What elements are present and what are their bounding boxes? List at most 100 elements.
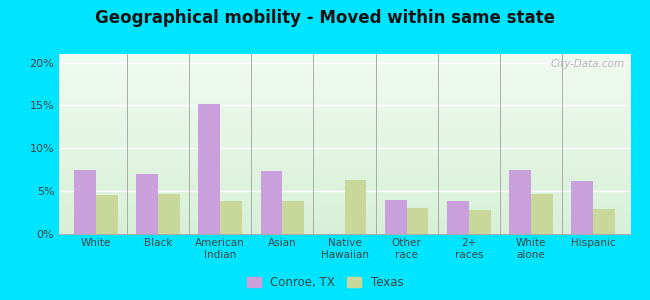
Bar	[593, 209, 615, 234]
Bar	[58, 160, 630, 162]
Bar	[58, 99, 630, 101]
Bar	[58, 218, 630, 220]
Bar	[58, 209, 630, 211]
Bar	[58, 130, 630, 131]
Bar	[509, 170, 531, 234]
Bar	[58, 151, 630, 153]
Bar	[58, 185, 630, 187]
Bar	[58, 148, 630, 149]
Legend: Conroe, TX, Texas: Conroe, TX, Texas	[242, 272, 408, 294]
Bar	[58, 230, 630, 232]
Bar	[58, 205, 630, 207]
Bar	[58, 162, 630, 164]
Bar	[58, 115, 630, 117]
Bar	[58, 214, 630, 216]
Bar	[58, 196, 630, 198]
Bar	[58, 56, 630, 58]
Bar	[282, 201, 304, 234]
Bar	[58, 142, 630, 144]
Bar	[96, 195, 118, 234]
Bar	[407, 208, 428, 234]
Bar	[58, 58, 630, 59]
Bar	[58, 200, 630, 202]
Bar	[58, 76, 630, 77]
Bar	[58, 86, 630, 88]
Bar	[58, 140, 630, 142]
Bar	[58, 59, 630, 61]
Bar	[58, 180, 630, 182]
Bar	[58, 194, 630, 196]
Bar	[58, 110, 630, 112]
Bar	[58, 166, 630, 167]
Bar	[58, 227, 630, 229]
Bar	[58, 158, 630, 160]
Bar	[58, 212, 630, 214]
Bar	[58, 135, 630, 137]
Bar	[58, 175, 630, 176]
Bar	[58, 103, 630, 104]
Bar	[58, 74, 630, 76]
Bar	[58, 202, 630, 203]
Bar	[58, 146, 630, 148]
Bar	[58, 101, 630, 103]
Bar	[261, 171, 282, 234]
Bar	[198, 104, 220, 234]
Bar	[58, 77, 630, 79]
Bar	[58, 70, 630, 72]
Bar	[74, 170, 96, 234]
Bar	[58, 81, 630, 83]
Bar	[58, 193, 630, 194]
Bar	[469, 210, 491, 234]
Bar	[58, 112, 630, 113]
Text: City-Data.com: City-Data.com	[551, 59, 625, 69]
Bar	[58, 104, 630, 106]
Bar	[58, 119, 630, 121]
Bar	[58, 229, 630, 230]
Bar	[58, 220, 630, 221]
Bar	[58, 169, 630, 171]
Bar	[58, 72, 630, 74]
Bar	[58, 124, 630, 126]
Bar	[58, 189, 630, 191]
Bar	[58, 164, 630, 166]
Bar	[58, 88, 630, 90]
Bar	[58, 97, 630, 99]
Bar	[58, 133, 630, 135]
Bar	[58, 176, 630, 178]
Bar	[58, 153, 630, 155]
Bar	[58, 198, 630, 200]
Bar	[58, 171, 630, 173]
Bar	[58, 216, 630, 218]
Bar	[58, 207, 630, 209]
Bar	[58, 191, 630, 193]
Bar	[58, 232, 630, 234]
Bar	[58, 79, 630, 81]
Bar	[58, 117, 630, 119]
Bar	[58, 61, 630, 63]
Bar	[58, 90, 630, 92]
Bar	[58, 108, 630, 110]
Bar	[58, 149, 630, 151]
Bar	[58, 178, 630, 180]
Bar	[58, 113, 630, 115]
Bar	[344, 180, 366, 234]
Bar	[58, 221, 630, 223]
Bar	[58, 144, 630, 146]
Bar	[58, 68, 630, 70]
Bar	[58, 203, 630, 205]
Bar	[58, 173, 630, 175]
Bar	[58, 54, 630, 56]
Bar	[58, 122, 630, 124]
Bar	[58, 137, 630, 139]
Bar	[136, 174, 158, 234]
Bar	[58, 121, 630, 122]
Bar	[58, 63, 630, 65]
Bar	[58, 67, 630, 68]
Bar	[58, 223, 630, 225]
Bar	[220, 201, 242, 234]
Bar	[58, 126, 630, 128]
Bar	[58, 167, 630, 169]
Bar	[58, 106, 630, 108]
Bar	[58, 182, 630, 184]
Text: Geographical mobility - Moved within same state: Geographical mobility - Moved within sam…	[95, 9, 555, 27]
